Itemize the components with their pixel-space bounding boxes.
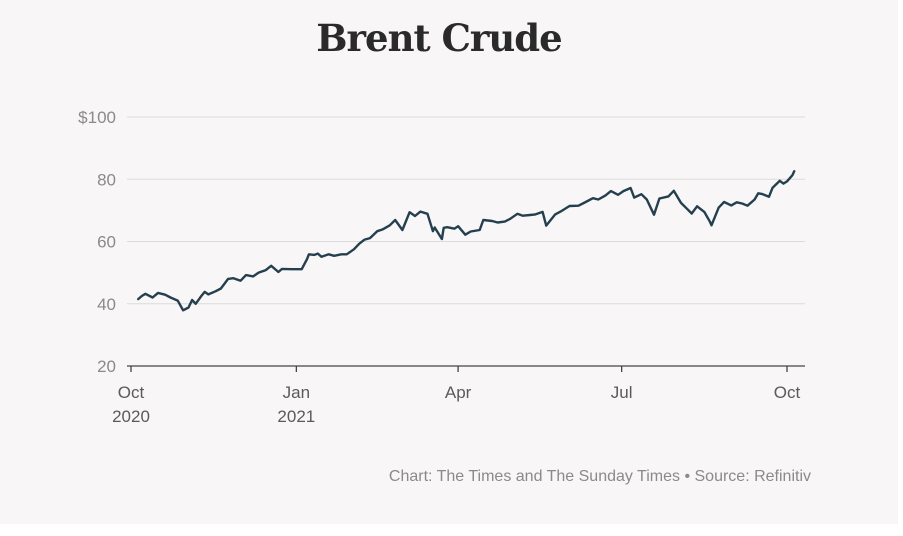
chart-source-note: Chart: The Times and The Sunday Times • …: [388, 468, 811, 485]
x-tick-year-label: 2021: [277, 407, 315, 426]
x-tick-label: Apr: [445, 383, 472, 402]
y-tick-label: $100: [78, 108, 116, 127]
chart-panel: [0, 0, 898, 524]
chart-title: Brent Crude: [316, 16, 562, 60]
x-tick-year-label: 2020: [112, 407, 150, 426]
y-tick-label: 80: [97, 170, 116, 189]
series-layer: [137, 170, 796, 312]
y-tick-label: 40: [97, 295, 116, 314]
gridlines: [127, 116, 805, 367]
x-tick-label: Jan: [283, 383, 310, 402]
series-line-brent-crude: [137, 170, 796, 312]
x-axis-ticks: Oct 2020 Jan 2021 Apr Jul Oct: [112, 366, 800, 426]
x-tick-label: Oct: [118, 383, 145, 402]
y-tick-label: 20: [97, 357, 116, 376]
y-axis-ticks: $100 80 60 40 20: [78, 108, 116, 376]
x-tick-label: Jul: [611, 383, 633, 402]
x-tick-label: Oct: [774, 383, 801, 402]
y-tick-label: 60: [97, 233, 116, 252]
